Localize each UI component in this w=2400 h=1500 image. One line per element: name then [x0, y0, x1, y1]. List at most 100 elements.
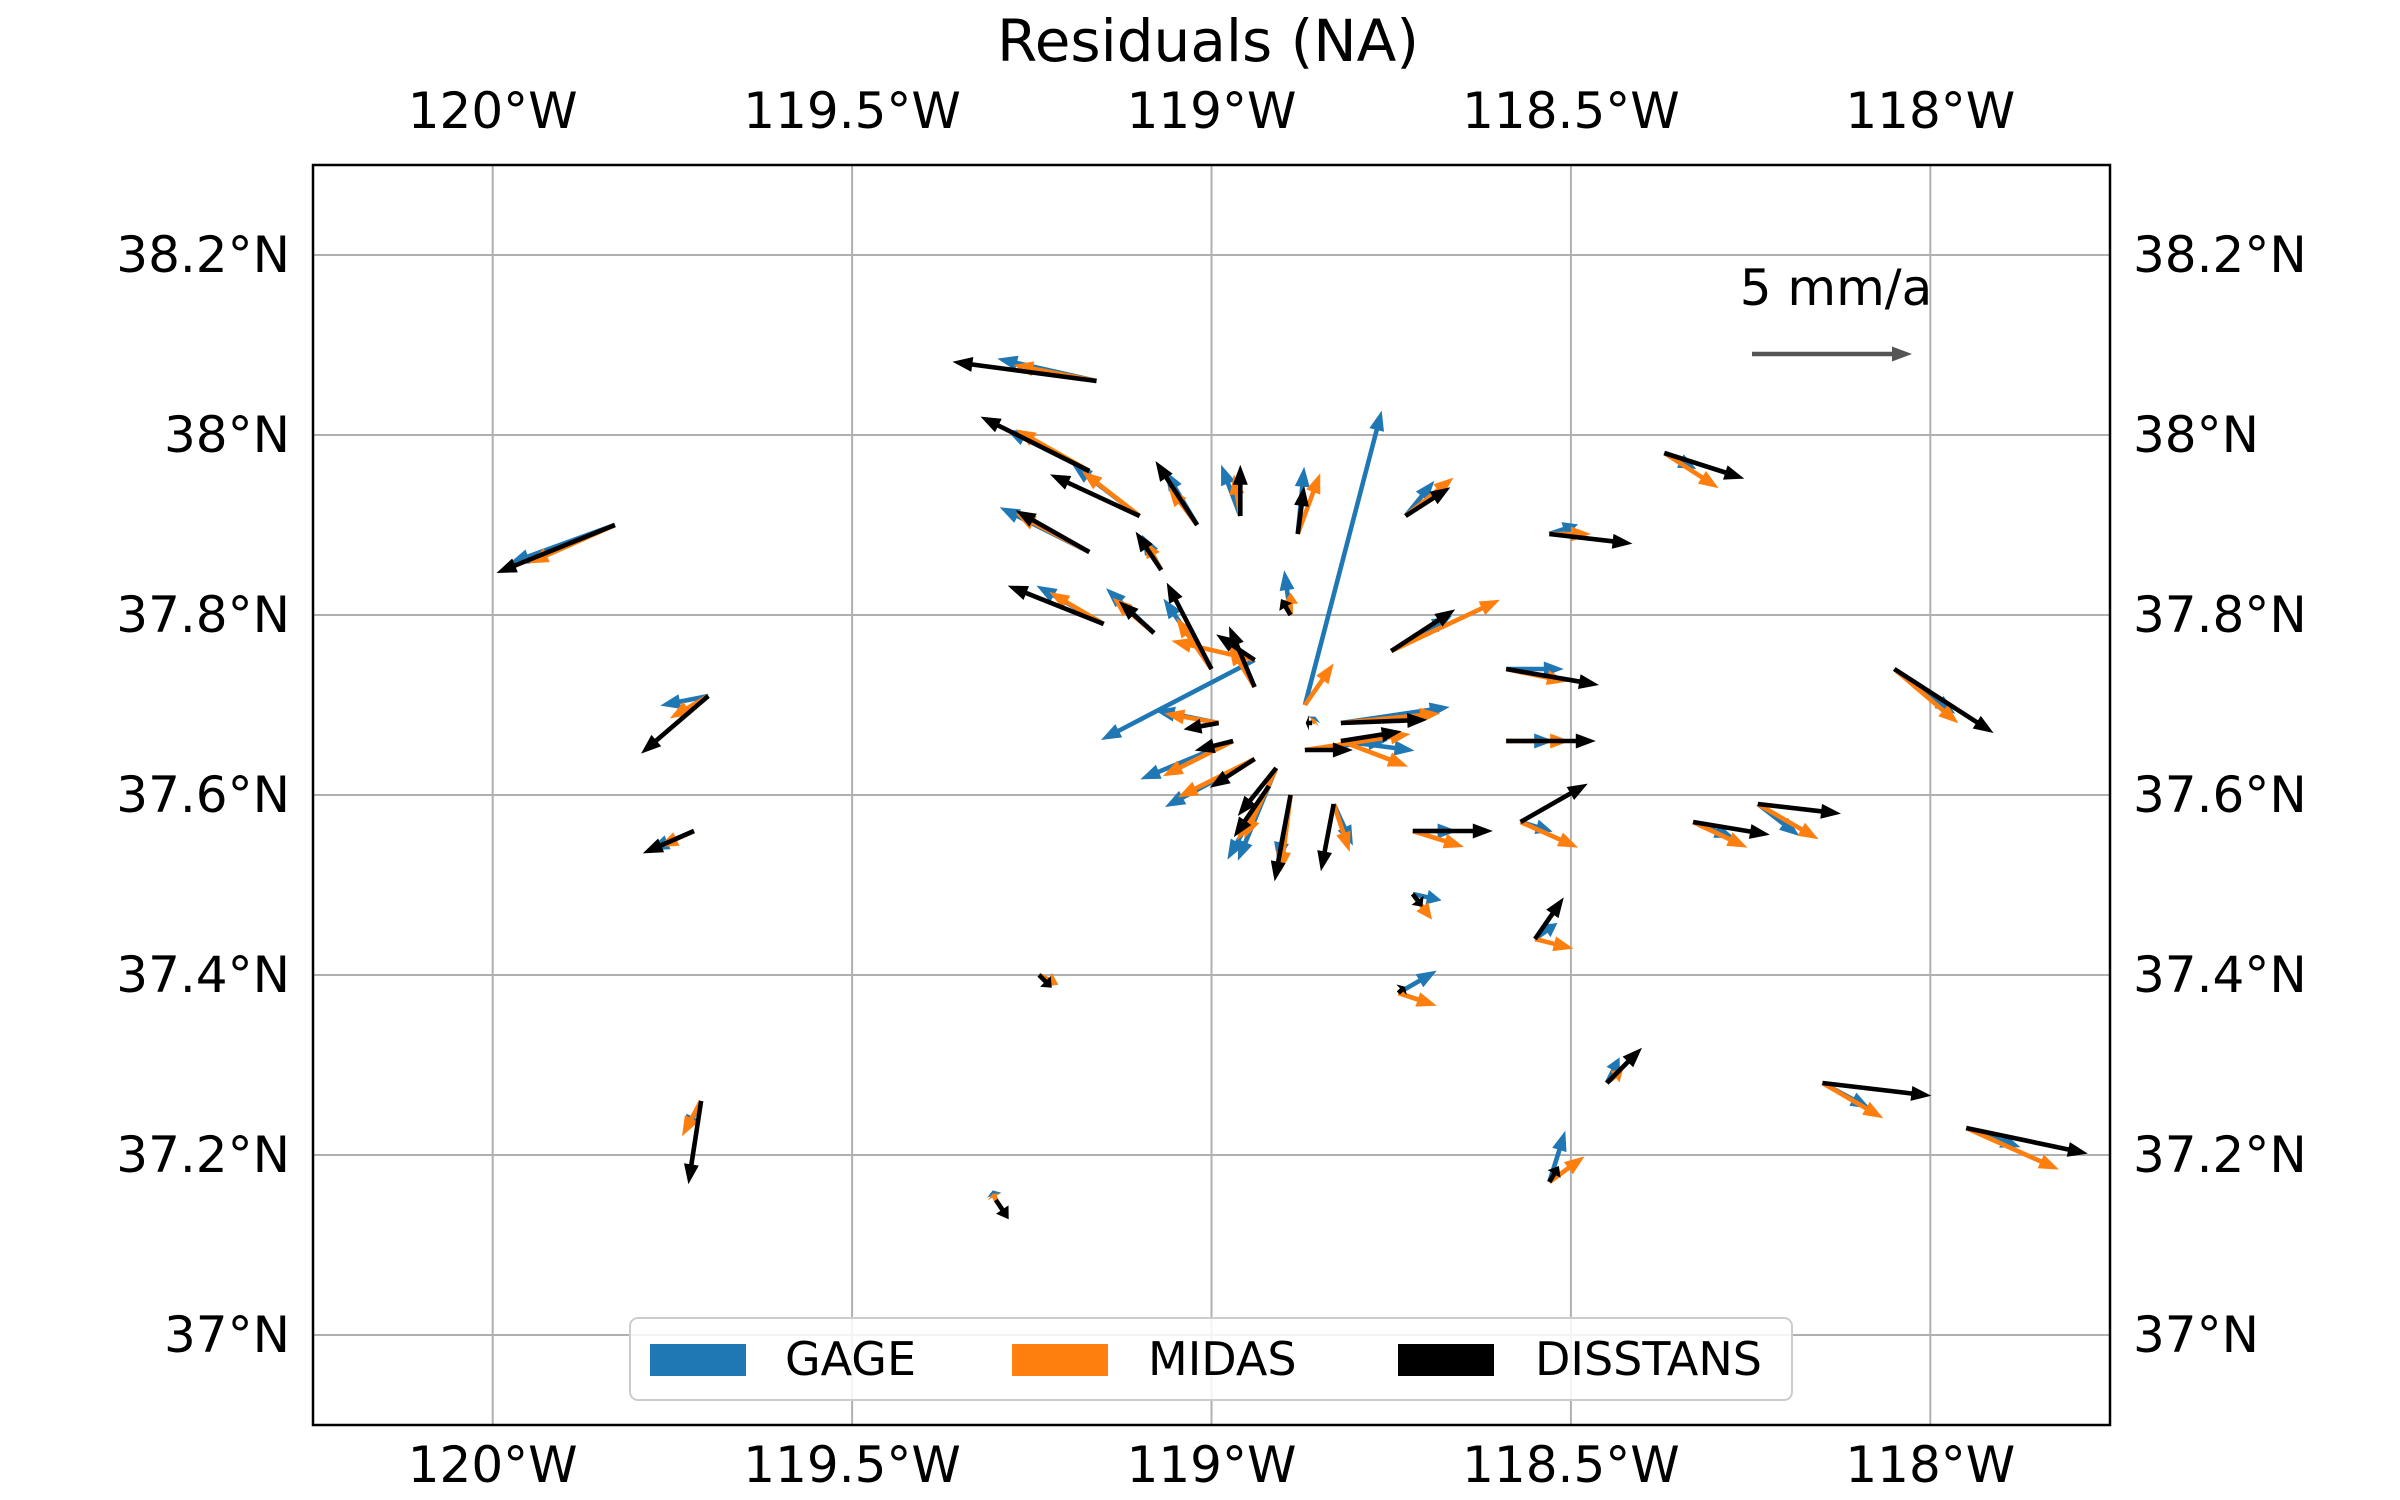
lat-tick-label-left: 37°N — [164, 1306, 290, 1364]
midas-residual-arrow — [1164, 709, 1220, 726]
gage-residual-arrow — [1302, 410, 1384, 706]
scale-label: 5 mm/a — [1740, 259, 1933, 317]
legend-label-gage: GAGE — [785, 1332, 916, 1386]
disstans-residual-arrow — [1050, 474, 1141, 519]
midas-residual-arrow — [1331, 803, 1351, 852]
disstans-residual-arrow — [684, 1100, 704, 1185]
disstans-residual-arrow — [1317, 803, 1336, 872]
disstans-residual-arrow — [1506, 733, 1596, 749]
midas-residual-arrow — [1397, 990, 1437, 1007]
disstans-residual-arrow — [641, 694, 710, 754]
midas-residual-arrow — [1162, 738, 1235, 777]
midas-residual-arrow — [1663, 451, 1719, 489]
lat-tick-label-left: 38°N — [164, 406, 290, 464]
legend-swatch-gage — [650, 1344, 746, 1376]
disstans-residual-arrow — [1965, 1125, 2088, 1157]
disstans-residual-arrow — [1757, 801, 1841, 819]
lon-tick-label-top: 119°W — [1127, 82, 1297, 140]
legend-box — [629, 1317, 1793, 1401]
lon-tick-label-top: 118.5°W — [1462, 82, 1680, 140]
disstans-residual-arrow — [1194, 738, 1234, 754]
lon-tick-label-bottom: 119°W — [1127, 1436, 1297, 1494]
midas-residual-arrow — [1308, 716, 1319, 727]
disstans-residual-arrow — [1135, 531, 1164, 572]
legend-label-midas: MIDAS — [1148, 1332, 1297, 1386]
lon-tick-label-bottom: 118°W — [1845, 1436, 2015, 1494]
lat-tick-label-right: 38.2°N — [2133, 226, 2307, 284]
lat-tick-label-left: 37.4°N — [116, 946, 290, 1004]
disstans-residual-arrow — [1822, 1080, 1932, 1101]
disstans-residual-arrow — [1166, 582, 1214, 671]
residual-vectors — [496, 355, 2088, 1220]
gage-residuals — [509, 355, 2021, 1201]
lon-tick-label-bottom: 118.5°W — [1462, 1436, 1680, 1494]
disstans-residual-arrow — [1305, 715, 1313, 731]
midas-residual-arrow — [1340, 738, 1409, 767]
disstans-residual-arrow — [1279, 599, 1293, 617]
graticule — [313, 165, 2110, 1425]
lat-tick-label-left: 37.6°N — [116, 766, 290, 824]
disstans-residual-arrow — [1396, 984, 1407, 996]
disstans-residual-arrow — [1237, 766, 1278, 816]
lon-tick-label-top: 120°W — [408, 82, 578, 140]
lat-tick-label-left: 37.2°N — [116, 1126, 290, 1184]
disstans-residual-arrow — [1270, 794, 1293, 882]
midas-residuals — [528, 361, 2059, 1201]
disstans-residual-arrow — [1404, 487, 1451, 518]
legend-swatch-disstans — [1398, 1344, 1494, 1376]
legend-label-disstans: DISSTANS — [1535, 1332, 1762, 1386]
disstans-residual-arrow — [1547, 1166, 1561, 1184]
disstans-residual-arrow — [1663, 450, 1745, 480]
gage-residual-arrow — [1412, 889, 1442, 905]
axis-labels: 120°W 120°W 119.5°W 119.5°W 119°W 119°W 118.5°… — [116, 82, 2306, 1494]
disstans-residual-arrow — [1015, 510, 1091, 554]
midas-residual-arrow — [1756, 802, 1819, 840]
midas-residual-arrow — [1412, 828, 1464, 849]
map-title: Residuals (NA) — [997, 7, 1419, 75]
disstans-residual-arrow — [1155, 461, 1200, 527]
disstans-residual-arrow — [1605, 1047, 1642, 1085]
disstans-residual-arrow — [1304, 742, 1353, 758]
disstans-residual-arrow — [980, 416, 1091, 474]
midas-residual-arrow — [1965, 1125, 2059, 1170]
midas-residual-arrow — [1171, 638, 1256, 663]
midas-residual-arrow — [1177, 756, 1256, 798]
legend: GAGE MIDAS DISSTANS — [629, 1317, 1793, 1401]
disstans-residual-arrow — [1412, 823, 1493, 839]
midas-residual-arrow — [1303, 663, 1334, 707]
gage-residual-arrow — [1397, 970, 1437, 995]
disstans-residual-arrow — [1893, 667, 1994, 733]
disstans-residual-arrow — [1505, 666, 1599, 689]
disstans-residual-arrow — [1692, 819, 1770, 839]
disstans-residual-arrow — [1389, 609, 1456, 653]
disstans-residual-arrow — [1229, 626, 1257, 688]
disstans-residuals — [496, 357, 2088, 1220]
lat-tick-label-left: 38.2°N — [116, 226, 290, 284]
lat-tick-label-right: 37°N — [2133, 1306, 2259, 1364]
disstans-residual-arrow — [496, 522, 616, 573]
disstans-residual-arrow — [1007, 585, 1105, 627]
scale-bar: 5 mm/a — [1740, 259, 1933, 362]
lat-tick-label-right: 37.2°N — [2133, 1126, 2307, 1184]
lon-tick-label-top: 118°W — [1845, 82, 2015, 140]
midas-residual-arrow — [1519, 819, 1579, 848]
disstans-residual-arrow — [1183, 718, 1220, 734]
disstans-residual-arrow — [1118, 601, 1156, 635]
lat-tick-label-right: 38°N — [2133, 406, 2259, 464]
midas-residual-arrow — [1390, 599, 1500, 654]
disstans-residual-arrow — [642, 828, 695, 854]
midas-residual-arrow — [1082, 471, 1141, 518]
disstans-residual-arrow — [993, 1198, 1009, 1220]
disstans-residual-arrow — [1233, 784, 1271, 838]
lat-tick-label-right: 37.4°N — [2133, 946, 2307, 1004]
lon-tick-label-top: 119.5°W — [743, 82, 961, 140]
disstans-residual-arrow — [1232, 464, 1248, 516]
disstans-residual-arrow — [1294, 486, 1309, 535]
map-frame — [311, 163, 2112, 1427]
disstans-residual-arrow — [1549, 531, 1633, 549]
midas-residual-arrow — [669, 694, 710, 719]
midas-residual-arrow — [1821, 1081, 1884, 1119]
disstans-residual-arrow — [1209, 757, 1256, 788]
lat-tick-label-left: 37.8°N — [116, 586, 290, 644]
